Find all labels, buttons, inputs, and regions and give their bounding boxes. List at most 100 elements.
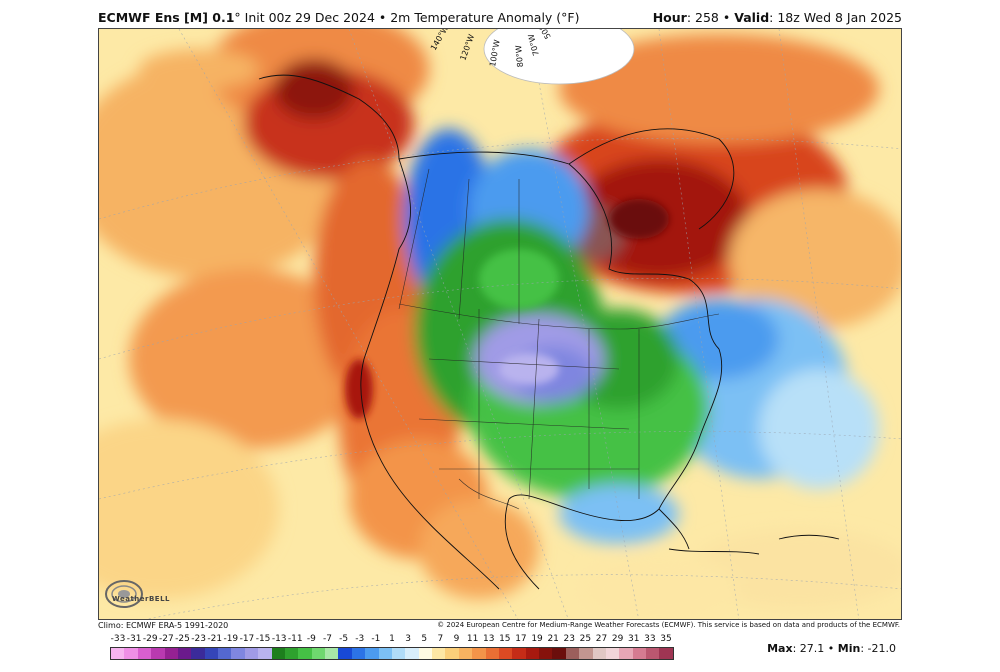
legend-tick-label: 23: [563, 634, 576, 644]
legend-swatch: [231, 648, 245, 659]
legend-tick-label: 19: [531, 634, 543, 644]
legend-tick-label: -17: [239, 634, 255, 644]
legend-tick-label: -1: [371, 634, 381, 644]
model-name: ECMWF Ens [M] 0.1: [98, 9, 235, 25]
anomaly-map[interactable]: 140°W 120°W 100°W 80°W 70°W 50°W: [98, 28, 902, 620]
political-borders: [398, 168, 720, 510]
legend-swatch: [325, 648, 339, 659]
polar-cap: [483, 29, 635, 85]
legend-tick-label: 5: [421, 634, 428, 644]
legend-swatch: [124, 648, 138, 659]
legend-swatch: [458, 648, 473, 659]
legend-swatch: [258, 648, 272, 659]
separator: •: [374, 9, 391, 25]
legend-swatch: [191, 648, 205, 659]
legend-swatch: [365, 648, 379, 659]
legend-swatch: [646, 648, 660, 659]
legend-swatch: [565, 648, 580, 659]
degree-sign: °: [234, 9, 241, 25]
legend-tick-label: -21: [207, 634, 223, 644]
legend-tick-label: 35: [660, 634, 672, 644]
legend-swatch: [472, 648, 486, 659]
separator: •: [718, 9, 735, 25]
legend-tick-label: 7: [437, 634, 444, 644]
legend-swatch: [498, 648, 513, 659]
min-value: : -21.0: [860, 642, 896, 655]
legend-tick-label: 13: [482, 634, 495, 644]
legend-tick-label: 17: [515, 634, 527, 644]
legend-swatch: [632, 648, 646, 659]
color-legend: -33 -31 -29 -27 -25 -23 -21 -19 -17 -15 -13 -11 -9 -7…: [110, 634, 674, 662]
legend-swatch: [445, 648, 459, 659]
max-min-readout: Max: 27.1 • Min: -21.0: [767, 642, 896, 655]
coastlines: [258, 74, 840, 590]
legend-tick-label: -29: [142, 634, 158, 644]
valid-label: Valid: [734, 9, 770, 25]
legend-swatch: [378, 648, 392, 659]
legend-swatch: [137, 648, 152, 659]
field-name: 2m Temperature Anomaly (°F): [390, 9, 580, 25]
legend-swatch: [271, 648, 285, 659]
legend-tick-label: -31: [126, 634, 142, 644]
legend-swatch: [619, 648, 633, 659]
legend-swatch: [111, 648, 125, 659]
legend-tick-label: 31: [628, 634, 640, 644]
legend-swatch: [391, 648, 406, 659]
legend-swatch: [525, 648, 539, 659]
legend-tick-label: 29: [611, 634, 624, 644]
separator: •: [824, 642, 838, 655]
legend-tick-label: -23: [191, 634, 206, 644]
legend-swatch: [351, 648, 366, 659]
legend-swatch: [311, 648, 325, 659]
map-header: ECMWF Ens [M] 0.1° Init 00z 29 Dec 2024 …: [98, 7, 902, 27]
map-canvas: 140°W 120°W 100°W 80°W 70°W 50°W: [99, 29, 901, 619]
hour-value: : 258: [686, 9, 719, 25]
legend-tick-label: -5: [339, 634, 349, 644]
legend-swatch: [338, 648, 352, 659]
legend-swatch: [177, 648, 192, 659]
copyright-text: © 2024 European Centre for Medium-Range …: [437, 621, 900, 629]
climo-text: Climo: ECMWF ERA-5 1991-2020: [98, 621, 229, 630]
legend-swatch: [418, 648, 432, 659]
legend-swatch: [659, 648, 673, 659]
legend-swatch: [164, 648, 178, 659]
legend-swatch: [405, 648, 419, 659]
legend-swatch: [298, 648, 312, 659]
legend-swatch: [512, 648, 526, 659]
legend-swatch: [432, 648, 446, 659]
hour-label: Hour: [652, 9, 687, 25]
legend-tick-label: 3: [405, 634, 411, 644]
legend-tick-label: 25: [579, 634, 592, 644]
legend-tick-label: 33: [644, 634, 656, 644]
legend-tick-label: -33: [110, 634, 126, 644]
legend-tick-label: 21: [547, 634, 559, 644]
legend-swatch: [592, 648, 606, 659]
valid-value: : 18z Wed 8 Jan 2025: [769, 9, 902, 25]
legend-swatch: [485, 648, 499, 659]
legend-tick-labels: -33 -31 -29 -27 -25 -23 -21 -19 -17 -15 -13 -11 -9 -7…: [110, 634, 674, 646]
legend-tick-label: 1: [389, 634, 395, 644]
graticule: [99, 29, 901, 619]
legend-swatch: [552, 648, 566, 659]
legend-swatch: [244, 648, 259, 659]
legend-color-bar: [110, 647, 674, 660]
header-right: Hour: 258 • Valid: 18z Wed 8 Jan 2025: [653, 10, 902, 25]
legend-tick-label: 27: [595, 634, 608, 644]
legend-tick-label: -27: [158, 634, 174, 644]
max-label: Max: [767, 642, 793, 655]
legend-swatch: [539, 648, 553, 659]
legend-tick-label: -13: [271, 634, 287, 644]
legend-swatch: [284, 648, 299, 659]
legend-swatch: [605, 648, 620, 659]
legend-swatch: [218, 648, 232, 659]
legend-swatch: [151, 648, 165, 659]
max-value: : 27.1: [792, 642, 825, 655]
legend-tick-label: -15: [255, 634, 271, 644]
legend-tick-label: 11: [466, 634, 479, 644]
legend-tick-label: 9: [453, 634, 460, 644]
logo-text: WeatherBELL: [112, 595, 171, 603]
min-label: Min: [837, 642, 861, 655]
legend-tick-label: -7: [323, 634, 333, 644]
lon-label: 50°W: [534, 29, 553, 41]
legend-swatch: [204, 648, 218, 659]
